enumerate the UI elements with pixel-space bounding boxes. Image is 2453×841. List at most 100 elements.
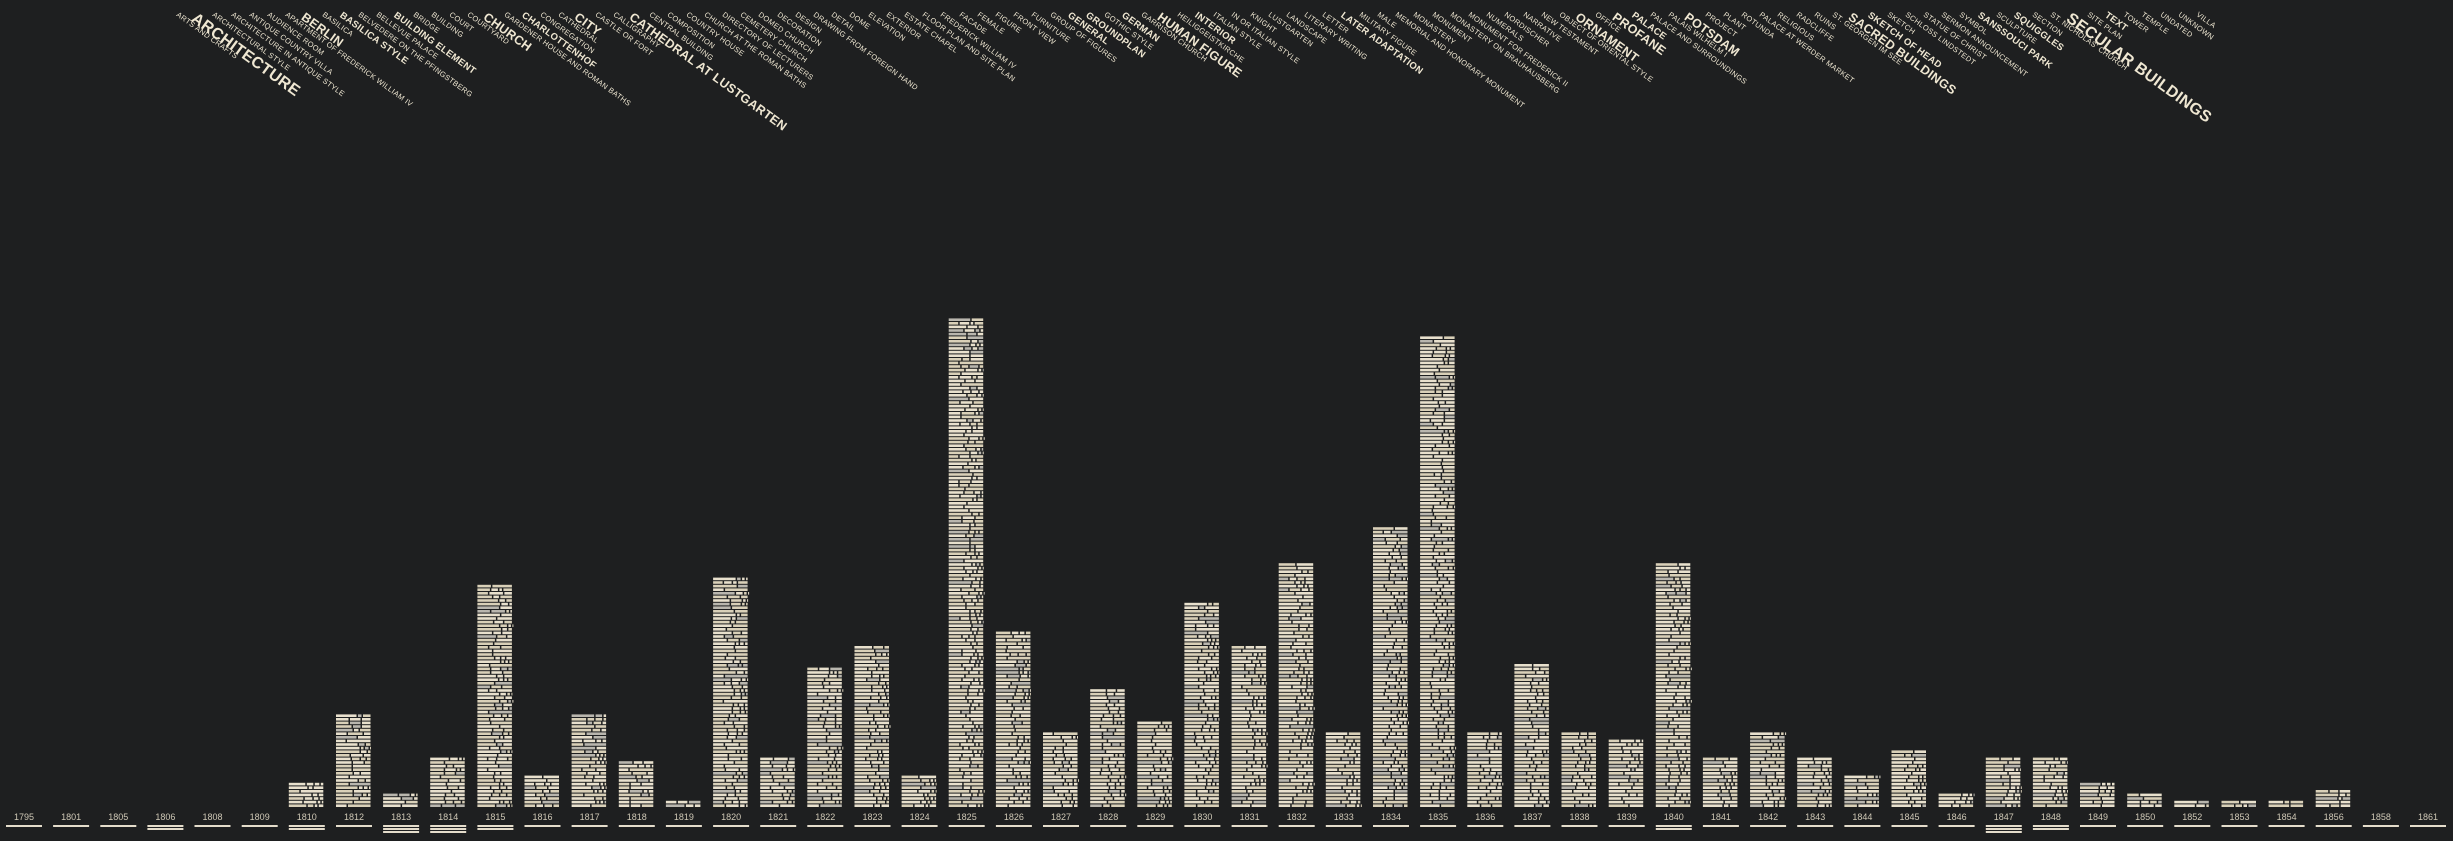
record-tile[interactable] [1401,538,1408,541]
record-tile[interactable] [887,739,890,743]
record-tile[interactable] [1231,793,1249,797]
record-tile[interactable] [964,491,974,494]
record-tile[interactable] [1467,797,1480,800]
record-tile[interactable] [1231,696,1254,699]
record-tile[interactable] [1007,646,1023,649]
record-tile[interactable] [963,775,984,779]
record-tile[interactable] [477,728,492,732]
record-tile[interactable] [1137,736,1152,739]
record-tile[interactable] [962,649,976,653]
record-tile[interactable] [713,703,733,707]
record-tile[interactable] [1437,624,1447,627]
record-tile[interactable] [1354,739,1361,743]
record-tile[interactable] [961,710,970,714]
record-tile[interactable] [1278,678,1302,681]
record-tile[interactable] [1309,707,1313,710]
record-tile[interactable] [1255,743,1262,746]
record-tile[interactable] [1395,527,1408,530]
record-tile[interactable] [536,804,544,807]
record-tile[interactable] [1162,721,1172,725]
record-tile[interactable] [1103,761,1117,764]
record-tile[interactable] [1398,746,1408,750]
record-tile[interactable] [1585,768,1589,771]
record-tile[interactable] [1453,559,1455,563]
record-tile[interactable] [1680,779,1691,782]
record-tile[interactable] [1420,548,1433,552]
record-tile[interactable] [741,689,744,692]
record-tile[interactable] [1478,800,1488,804]
record-tile[interactable] [1923,790,1927,793]
record-tile[interactable] [807,779,822,782]
record-tile[interactable] [501,646,512,649]
record-tile[interactable] [807,757,818,761]
record-tile[interactable] [1342,786,1361,789]
record-tile[interactable] [585,775,594,779]
record-tile[interactable] [2080,800,2093,804]
record-tile[interactable] [1781,754,1785,757]
record-tile[interactable] [982,620,984,624]
year-label[interactable]: 1843 [1805,812,1825,822]
record-tile[interactable] [1608,793,1629,797]
record-tile[interactable] [501,779,512,782]
record-tile[interactable] [1655,710,1677,714]
record-tile[interactable] [1390,577,1402,581]
year-label[interactable]: 1838 [1569,812,1589,822]
record-tile[interactable] [1308,754,1314,757]
record-tile[interactable] [1844,804,1857,807]
record-tile[interactable] [825,678,842,681]
record-tile[interactable] [1246,707,1254,710]
record-tile[interactable] [1497,786,1502,789]
record-tile[interactable] [1022,638,1026,642]
record-tile[interactable] [967,419,973,422]
record-tile[interactable] [571,775,585,779]
record-tile[interactable] [854,725,878,728]
record-tile[interactable] [959,322,970,325]
year-label[interactable]: 1847 [1994,812,2014,822]
record-tile[interactable] [1680,664,1691,667]
record-tile[interactable] [1545,671,1549,674]
record-tile[interactable] [1290,725,1314,728]
record-tile[interactable] [1449,689,1455,692]
record-tile[interactable] [869,728,876,732]
record-tile[interactable] [1774,793,1785,797]
record-tile[interactable] [1573,790,1597,793]
record-tile[interactable] [1575,804,1589,807]
year-label[interactable]: 1835 [1428,812,1448,822]
record-tile[interactable] [1373,790,1394,793]
record-tile[interactable] [1392,530,1408,534]
record-tile[interactable] [1019,678,1031,681]
record-tile[interactable] [1437,649,1455,653]
record-tile[interactable] [964,559,984,563]
record-tile[interactable] [713,793,727,797]
record-tile[interactable] [1278,689,1301,692]
record-tile[interactable] [1026,664,1031,667]
record-tile[interactable] [1481,764,1502,768]
record-tile[interactable] [838,671,842,674]
record-tile[interactable] [1121,775,1124,779]
record-tile[interactable] [2235,804,2243,807]
record-tile[interactable] [1405,671,1408,674]
record-tile[interactable] [1108,739,1125,743]
record-tile[interactable] [973,570,977,573]
record-tile[interactable] [1528,750,1542,753]
record-tile[interactable] [982,394,984,397]
record-tile[interactable] [1028,660,1031,663]
record-tile[interactable] [1420,368,1439,372]
record-tile[interactable] [948,728,972,732]
record-tile[interactable] [1390,685,1395,689]
record-tile[interactable] [499,678,503,681]
record-tile[interactable] [1043,739,1063,743]
record-tile[interactable] [1514,667,1532,671]
record-tile[interactable] [502,631,512,635]
record-tile[interactable] [1250,710,1260,714]
record-tile[interactable] [1467,739,1487,743]
record-tile[interactable] [1259,674,1263,678]
record-tile[interactable] [1043,732,1053,735]
record-tile[interactable] [1256,721,1267,725]
record-tile[interactable] [477,707,495,710]
record-tile[interactable] [1009,764,1031,768]
record-tile[interactable] [1398,656,1401,660]
record-tile[interactable] [713,782,732,786]
record-tile[interactable] [1254,754,1267,757]
record-tile[interactable] [1438,599,1445,602]
